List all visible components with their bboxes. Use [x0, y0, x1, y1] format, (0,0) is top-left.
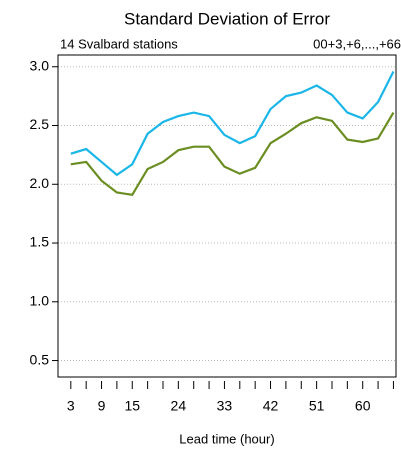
chart-title: Standard Deviation of Error — [124, 9, 330, 28]
x-axis-label: Lead time (hour) — [179, 431, 274, 446]
x-tick-label: 3 — [67, 398, 75, 414]
plot-frame — [57, 54, 397, 378]
x-tick-label: 24 — [171, 398, 187, 414]
x-tick-label: 9 — [98, 398, 106, 414]
subtitle-left: 14 Svalbard stations — [60, 36, 178, 51]
x-tick-label: 51 — [309, 398, 325, 414]
y-tick-label: 3.0 — [30, 57, 50, 73]
x-tick-label: 42 — [263, 398, 279, 414]
y-tick-label: 2.0 — [30, 175, 50, 191]
series-line — [70, 112, 395, 197]
x-tick-label: 60 — [355, 398, 371, 414]
y-tick-label: 1.0 — [30, 292, 50, 308]
subtitle-right: 00+3,+6,...,+66 — [313, 36, 401, 51]
x-tick-label: 33 — [217, 398, 233, 414]
y-tick-label: 0.5 — [30, 351, 50, 367]
y-tick-label: 2.5 — [30, 116, 50, 132]
x-tick-label: 15 — [124, 398, 140, 414]
y-tick-label: 1.5 — [30, 234, 50, 250]
series-line — [70, 70, 395, 177]
